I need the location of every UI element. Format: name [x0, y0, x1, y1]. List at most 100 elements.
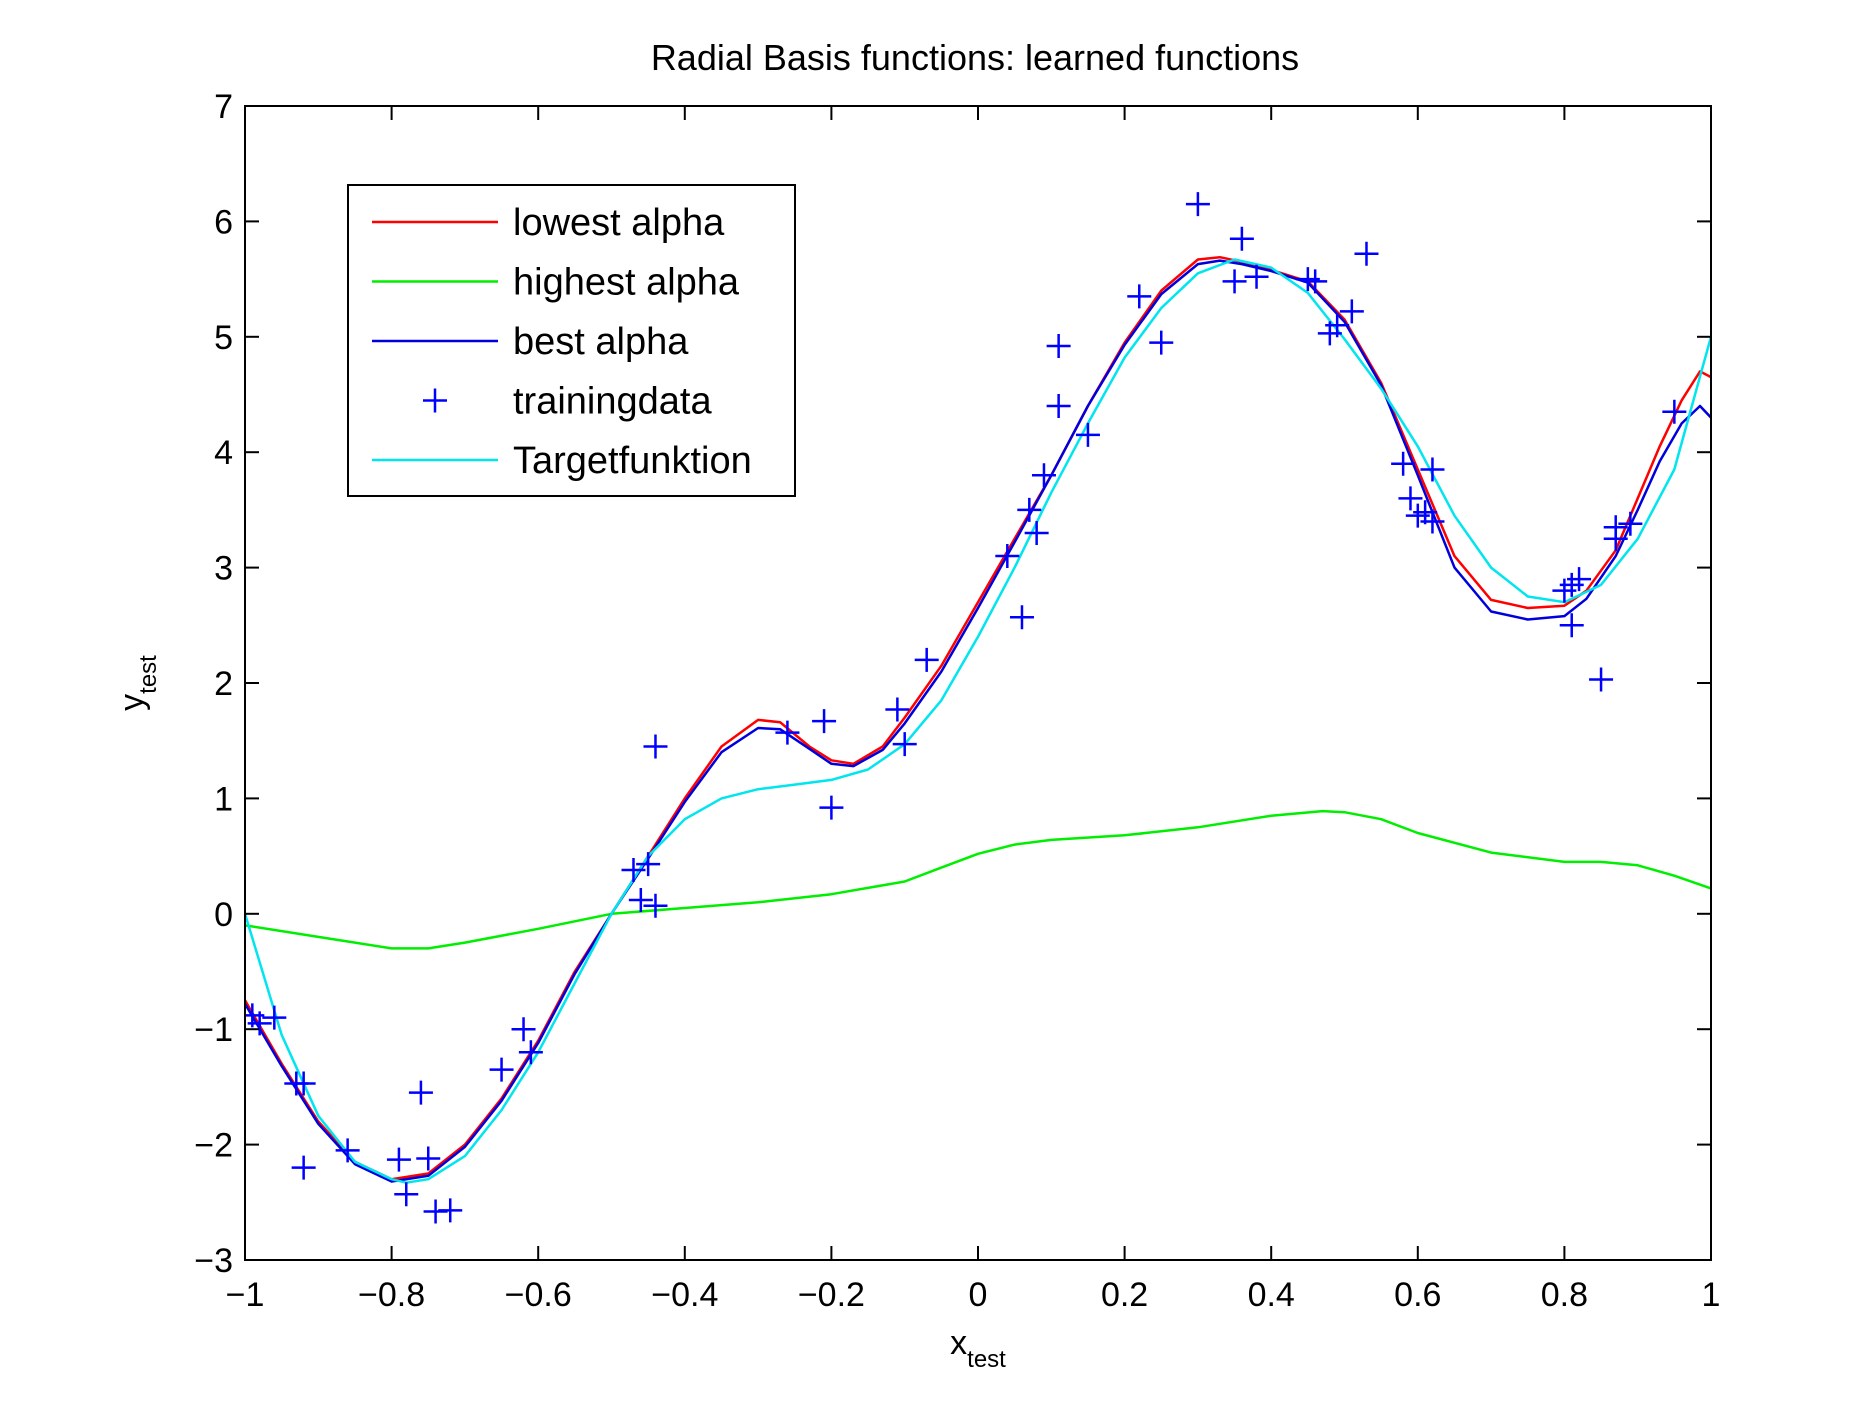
- legend-item-best-alpha: best alpha: [372, 321, 689, 363]
- x-tick-label: −0.6: [505, 1276, 572, 1314]
- data-point-marker: [1075, 422, 1100, 447]
- data-point-marker: [1046, 394, 1071, 419]
- data-point-marker: [511, 1017, 536, 1042]
- x-tick-label: 0.8: [1541, 1276, 1588, 1314]
- y-axis-label-main: y: [113, 694, 151, 711]
- y-tick-label: 3: [214, 550, 233, 588]
- data-point-marker: [995, 544, 1020, 569]
- data-point-marker: [394, 1182, 419, 1207]
- data-point-marker: [1229, 226, 1254, 251]
- series-line-highest-alpha: [245, 809, 1711, 950]
- data-point-marker: [1420, 509, 1445, 534]
- data-point-marker: [1354, 241, 1379, 266]
- data-point-marker: [1127, 284, 1152, 309]
- data-point-marker: [262, 1005, 287, 1030]
- legend-swatch: [423, 388, 447, 413]
- data-point-marker: [1222, 269, 1247, 294]
- y-tick-label: 2: [214, 665, 233, 703]
- data-point-marker: [643, 893, 668, 918]
- x-axis-label: xtest: [950, 1324, 1006, 1373]
- data-point-marker: [1339, 299, 1364, 324]
- data-point-marker: [1567, 567, 1592, 592]
- legend-item-highest-alpha: highest alpha: [372, 262, 740, 304]
- data-point-marker: [775, 720, 800, 745]
- data-point-marker: [1618, 511, 1643, 536]
- data-point-marker: [518, 1040, 543, 1065]
- data-point-marker: [291, 1071, 316, 1096]
- data-point-marker: [812, 709, 837, 734]
- data-point-marker: [1303, 269, 1328, 294]
- data-point-marker: [416, 1146, 441, 1171]
- data-point-marker: [1031, 463, 1056, 488]
- data-point-marker: [628, 887, 653, 912]
- y-tick-label: −2: [194, 1127, 233, 1165]
- series-layer: [245, 192, 1711, 1224]
- y-tick-label: 7: [214, 88, 233, 126]
- series-trainingdata: [245, 192, 1687, 1224]
- y-axis-label: ytest: [113, 655, 162, 711]
- data-point-marker: [914, 647, 939, 672]
- data-point-marker: [489, 1057, 514, 1082]
- x-tick-label: −0.4: [651, 1276, 718, 1314]
- legend-label: best alpha: [513, 321, 689, 363]
- data-point-marker: [1046, 334, 1071, 359]
- x-tick-label: 0: [969, 1276, 988, 1314]
- data-point-marker: [1589, 667, 1614, 692]
- data-point-marker: [643, 734, 668, 759]
- data-point-marker: [438, 1198, 463, 1223]
- data-point-marker: [1024, 520, 1049, 545]
- x-tick-label: 0.6: [1394, 1276, 1441, 1314]
- data-point-marker: [1325, 313, 1350, 338]
- data-point-marker: [1244, 264, 1269, 289]
- legend-item-targetfunktion: Targetfunktion: [372, 440, 752, 482]
- data-point-marker: [386, 1147, 411, 1172]
- data-point-marker: [1017, 497, 1042, 522]
- data-point-marker: [1185, 192, 1210, 217]
- y-tick-label: 1: [214, 780, 233, 818]
- y-tick-label: 6: [214, 203, 233, 241]
- data-point-marker: [819, 795, 844, 820]
- x-tick-label: −1: [226, 1276, 265, 1314]
- data-point-marker: [1559, 613, 1584, 638]
- chart-title: Radial Basis functions: learned function…: [651, 37, 1299, 78]
- ticks-layer: −1 −0.8 −0.6 −0.4 −0.2 0 0.2 0.4 0.6 0.8 1 −3 −2 −1 0 1…: [194, 88, 1720, 1314]
- data-point-marker: [636, 852, 661, 877]
- data-point-marker: [885, 697, 910, 722]
- data-point-marker: [291, 1155, 316, 1180]
- data-point-marker: [247, 1011, 272, 1036]
- data-point-marker: [335, 1138, 360, 1163]
- legend-label: Targetfunktion: [513, 440, 752, 482]
- legend-label: trainingdata: [513, 381, 712, 423]
- legend-label: highest alpha: [513, 262, 740, 304]
- data-point-marker: [1391, 451, 1416, 476]
- x-tick-label: 1: [1702, 1276, 1721, 1314]
- series-line-targetfunktion: [245, 258, 1711, 1184]
- legend-item-trainingdata: trainingdata: [423, 381, 712, 423]
- y-tick-label: −3: [194, 1242, 233, 1280]
- data-point-marker: [892, 732, 917, 757]
- x-tick-label: −0.2: [798, 1276, 865, 1314]
- data-point-marker: [1603, 526, 1628, 551]
- y-tick-label: 5: [214, 319, 233, 357]
- y-tick-label: 4: [214, 434, 233, 472]
- y-tick-label: −1: [194, 1011, 233, 1049]
- data-point-marker: [1149, 330, 1174, 355]
- legend: lowest alpha highest alpha best alpha train…: [347, 184, 796, 497]
- data-point-marker: [408, 1080, 433, 1105]
- legend-label: lowest alpha: [513, 202, 725, 244]
- data-point-marker: [1009, 605, 1034, 630]
- data-point-marker: [621, 857, 646, 882]
- x-axis-label-main: x: [950, 1324, 967, 1362]
- data-point-marker: [1662, 399, 1687, 424]
- data-point-marker: [1398, 486, 1423, 511]
- y-axis-label-sub: test: [135, 655, 162, 694]
- x-tick-label: 0.4: [1248, 1276, 1295, 1314]
- data-point-marker: [1420, 457, 1445, 482]
- series-line-best-alpha: [245, 259, 1711, 1183]
- y-tick-label: 0: [214, 896, 233, 934]
- x-tick-label: −0.8: [358, 1276, 425, 1314]
- legend-item-lowest-alpha: lowest alpha: [372, 202, 725, 244]
- x-tick-label: 0.2: [1101, 1276, 1148, 1314]
- x-axis-label-sub: test: [967, 1346, 1006, 1373]
